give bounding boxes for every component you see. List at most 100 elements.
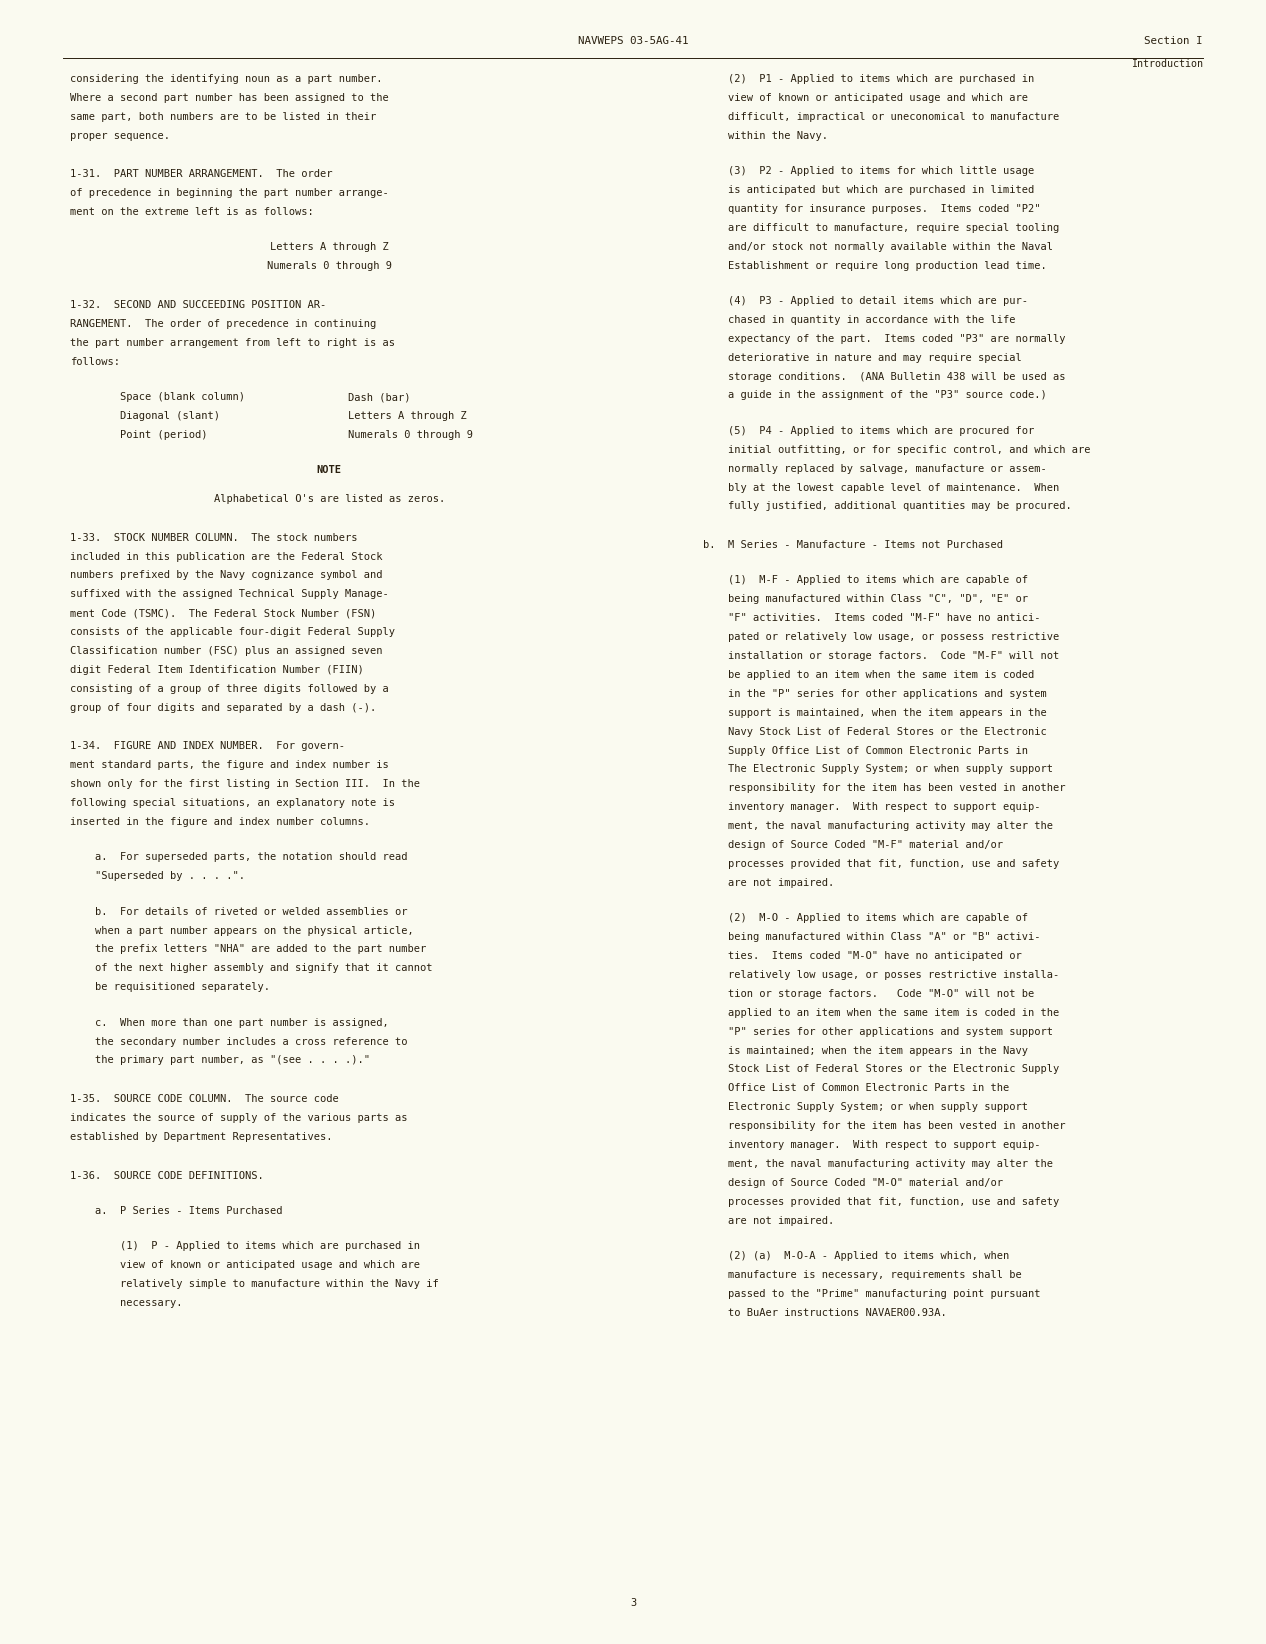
- Text: The Electronic Supply System; or when supply support: The Electronic Supply System; or when su…: [728, 764, 1053, 774]
- Text: (4)  P3 - Applied to detail items which are pur-: (4) P3 - Applied to detail items which a…: [728, 296, 1028, 306]
- Text: (2) (a)  M-O-A - Applied to items which, when: (2) (a) M-O-A - Applied to items which, …: [728, 1251, 1009, 1261]
- Text: of precedence in beginning the part number arrange-: of precedence in beginning the part numb…: [70, 187, 389, 199]
- Text: is anticipated but which are purchased in limited: is anticipated but which are purchased i…: [728, 184, 1034, 196]
- Text: inserted in the figure and index number columns.: inserted in the figure and index number …: [70, 817, 370, 827]
- Text: NOTE: NOTE: [316, 465, 342, 475]
- Text: Space (blank column): Space (blank column): [120, 391, 246, 403]
- Text: Letters A through Z: Letters A through Z: [270, 242, 389, 253]
- Text: is maintained; when the item appears in the Navy: is maintained; when the item appears in …: [728, 1046, 1028, 1055]
- Text: Classification number (FSC) plus an assigned seven: Classification number (FSC) plus an assi…: [70, 646, 382, 656]
- Text: fully justified, additional quantities may be procured.: fully justified, additional quantities m…: [728, 501, 1072, 511]
- Text: NAVWEPS 03-5AG-41: NAVWEPS 03-5AG-41: [577, 36, 689, 46]
- Text: ment Code (TSMC).  The Federal Stock Number (FSN): ment Code (TSMC). The Federal Stock Numb…: [70, 608, 376, 618]
- Text: (2)  P1 - Applied to items which are purchased in: (2) P1 - Applied to items which are purc…: [728, 74, 1034, 84]
- Text: Stock List of Federal Stores or the Electronic Supply: Stock List of Federal Stores or the Elec…: [728, 1064, 1060, 1075]
- Text: chased in quantity in accordance with the life: chased in quantity in accordance with th…: [728, 314, 1015, 326]
- Text: Navy Stock List of Federal Stores or the Electronic: Navy Stock List of Federal Stores or the…: [728, 727, 1047, 737]
- Text: installation or storage factors.  Code "M-F" will not: installation or storage factors. Code "M…: [728, 651, 1060, 661]
- Text: (1)  P - Applied to items which are purchased in: (1) P - Applied to items which are purch…: [120, 1241, 420, 1251]
- Text: a.  For superseded parts, the notation should read: a. For superseded parts, the notation sh…: [95, 852, 408, 863]
- Text: bly at the lowest capable level of maintenance.  When: bly at the lowest capable level of maint…: [728, 482, 1060, 493]
- Text: are difficult to manufacture, require special tooling: are difficult to manufacture, require sp…: [728, 222, 1060, 233]
- Text: storage conditions.  (ANA Bulletin 438 will be used as: storage conditions. (ANA Bulletin 438 wi…: [728, 372, 1066, 381]
- Text: following special situations, an explanatory note is: following special situations, an explana…: [70, 797, 395, 809]
- Text: Establishment or require long production lead time.: Establishment or require long production…: [728, 260, 1047, 271]
- Text: design of Source Coded "M-O" material and/or: design of Source Coded "M-O" material an…: [728, 1177, 1003, 1189]
- Text: of the next higher assembly and signify that it cannot: of the next higher assembly and signify …: [95, 963, 433, 973]
- Text: Introduction: Introduction: [1131, 59, 1203, 69]
- Text: expectancy of the part.  Items coded "P3" are normally: expectancy of the part. Items coded "P3"…: [728, 334, 1066, 344]
- Text: design of Source Coded "M-F" material and/or: design of Source Coded "M-F" material an…: [728, 840, 1003, 850]
- Text: the prefix letters "NHA" are added to the part number: the prefix letters "NHA" are added to th…: [95, 944, 427, 955]
- Text: Office List of Common Electronic Parts in the: Office List of Common Electronic Parts i…: [728, 1083, 1009, 1093]
- Text: the primary part number, as "(see . . . .).": the primary part number, as "(see . . . …: [95, 1055, 370, 1065]
- Text: relatively simple to manufacture within the Navy if: relatively simple to manufacture within …: [120, 1279, 439, 1289]
- Text: normally replaced by salvage, manufacture or assem-: normally replaced by salvage, manufactur…: [728, 464, 1047, 473]
- Text: a.  P Series - Items Purchased: a. P Series - Items Purchased: [95, 1205, 282, 1217]
- Text: ties.  Items coded "M-O" have no anticipated or: ties. Items coded "M-O" have no anticipa…: [728, 950, 1022, 962]
- Text: shown only for the first listing in Section III.  In the: shown only for the first listing in Sect…: [70, 779, 419, 789]
- Text: ment standard parts, the figure and index number is: ment standard parts, the figure and inde…: [70, 760, 389, 771]
- Text: 1-36.  SOURCE CODE DEFINITIONS.: 1-36. SOURCE CODE DEFINITIONS.: [70, 1171, 263, 1180]
- Text: view of known or anticipated usage and which are: view of known or anticipated usage and w…: [728, 92, 1028, 104]
- Text: "Superseded by . . . .".: "Superseded by . . . .".: [95, 871, 244, 881]
- Text: Section I: Section I: [1144, 36, 1203, 46]
- Text: be requisitioned separately.: be requisitioned separately.: [95, 981, 270, 993]
- Text: processes provided that fit, function, use and safety: processes provided that fit, function, u…: [728, 1197, 1060, 1207]
- Text: within the Navy.: within the Navy.: [728, 130, 828, 141]
- Text: a guide in the assignment of the "P3" source code.): a guide in the assignment of the "P3" so…: [728, 390, 1047, 401]
- Text: b.  For details of riveted or welded assemblies or: b. For details of riveted or welded asse…: [95, 906, 408, 917]
- Text: 3: 3: [630, 1598, 636, 1608]
- Text: 1-32.  SECOND AND SUCCEEDING POSITION AR-: 1-32. SECOND AND SUCCEEDING POSITION AR-: [70, 299, 325, 311]
- Text: consisting of a group of three digits followed by a: consisting of a group of three digits fo…: [70, 684, 389, 694]
- Text: processes provided that fit, function, use and safety: processes provided that fit, function, u…: [728, 858, 1060, 870]
- Text: ment, the naval manufacturing activity may alter the: ment, the naval manufacturing activity m…: [728, 820, 1053, 832]
- Text: (5)  P4 - Applied to items which are procured for: (5) P4 - Applied to items which are proc…: [728, 426, 1034, 436]
- Text: difficult, impractical or uneconomical to manufacture: difficult, impractical or uneconomical t…: [728, 112, 1060, 122]
- Text: Electronic Supply System; or when supply support: Electronic Supply System; or when supply…: [728, 1101, 1028, 1113]
- Text: "F" activities.  Items coded "M-F" have no antici-: "F" activities. Items coded "M-F" have n…: [728, 613, 1041, 623]
- Text: Letters A through Z: Letters A through Z: [348, 411, 467, 421]
- Text: applied to an item when the same item is coded in the: applied to an item when the same item is…: [728, 1008, 1060, 1018]
- Text: ment on the extreme left is as follows:: ment on the extreme left is as follows:: [70, 207, 314, 217]
- Text: to BuAer instructions NAVAER00.93A.: to BuAer instructions NAVAER00.93A.: [728, 1307, 947, 1318]
- Text: consists of the applicable four-digit Federal Supply: consists of the applicable four-digit Fe…: [70, 626, 395, 638]
- Text: b.  M Series - Manufacture - Items not Purchased: b. M Series - Manufacture - Items not Pu…: [703, 539, 1003, 551]
- Text: being manufactured within Class "A" or "B" activi-: being manufactured within Class "A" or "…: [728, 932, 1041, 942]
- Text: Dash (bar): Dash (bar): [348, 391, 410, 403]
- Text: are not impaired.: are not impaired.: [728, 878, 834, 888]
- Text: necessary.: necessary.: [120, 1297, 182, 1309]
- Text: 1-35.  SOURCE CODE COLUMN.  The source code: 1-35. SOURCE CODE COLUMN. The source cod…: [70, 1093, 338, 1105]
- Text: Diagonal (slant): Diagonal (slant): [120, 411, 220, 421]
- Text: in the "P" series for other applications and system: in the "P" series for other applications…: [728, 689, 1047, 699]
- Text: follows:: follows:: [70, 357, 119, 367]
- Text: 1-33.  STOCK NUMBER COLUMN.  The stock numbers: 1-33. STOCK NUMBER COLUMN. The stock num…: [70, 533, 357, 543]
- Text: same part, both numbers are to be listed in their: same part, both numbers are to be listed…: [70, 112, 376, 122]
- Text: initial outfitting, or for specific control, and which are: initial outfitting, or for specific cont…: [728, 444, 1090, 455]
- Text: included in this publication are the Federal Stock: included in this publication are the Fed…: [70, 551, 382, 562]
- Text: view of known or anticipated usage and which are: view of known or anticipated usage and w…: [120, 1259, 420, 1271]
- Text: responsibility for the item has been vested in another: responsibility for the item has been ves…: [728, 783, 1066, 794]
- Text: support is maintained, when the item appears in the: support is maintained, when the item app…: [728, 707, 1047, 718]
- Text: manufacture is necessary, requirements shall be: manufacture is necessary, requirements s…: [728, 1269, 1022, 1281]
- Text: and/or stock not normally available within the Naval: and/or stock not normally available with…: [728, 242, 1053, 252]
- Text: group of four digits and separated by a dash (-).: group of four digits and separated by a …: [70, 702, 376, 713]
- Text: quantity for insurance purposes.  Items coded "P2": quantity for insurance purposes. Items c…: [728, 204, 1041, 214]
- Text: numbers prefixed by the Navy cognizance symbol and: numbers prefixed by the Navy cognizance …: [70, 570, 382, 580]
- Text: the secondary number includes a cross reference to: the secondary number includes a cross re…: [95, 1036, 408, 1047]
- Text: ment, the naval manufacturing activity may alter the: ment, the naval manufacturing activity m…: [728, 1159, 1053, 1169]
- Text: 1-34.  FIGURE AND INDEX NUMBER.  For govern-: 1-34. FIGURE AND INDEX NUMBER. For gover…: [70, 741, 344, 751]
- Text: deteriorative in nature and may require special: deteriorative in nature and may require …: [728, 352, 1022, 363]
- Text: when a part number appears on the physical article,: when a part number appears on the physic…: [95, 926, 414, 935]
- Text: tion or storage factors.   Code "M-O" will not be: tion or storage factors. Code "M-O" will…: [728, 988, 1034, 1000]
- Text: c.  When more than one part number is assigned,: c. When more than one part number is ass…: [95, 1018, 389, 1028]
- Text: being manufactured within Class "C", "D", "E" or: being manufactured within Class "C", "D"…: [728, 593, 1028, 605]
- Text: inventory manager.  With respect to support equip-: inventory manager. With respect to suppo…: [728, 802, 1041, 812]
- Text: indicates the source of supply of the various parts as: indicates the source of supply of the va…: [70, 1113, 408, 1123]
- Text: Alphabetical O's are listed as zeros.: Alphabetical O's are listed as zeros.: [214, 493, 444, 505]
- Text: inventory manager.  With respect to support equip-: inventory manager. With respect to suppo…: [728, 1139, 1041, 1151]
- Text: "P" series for other applications and system support: "P" series for other applications and sy…: [728, 1026, 1053, 1037]
- Text: relatively low usage, or posses restrictive installa-: relatively low usage, or posses restrict…: [728, 970, 1060, 980]
- Text: be applied to an item when the same item is coded: be applied to an item when the same item…: [728, 669, 1034, 681]
- Text: Point (period): Point (period): [120, 429, 208, 441]
